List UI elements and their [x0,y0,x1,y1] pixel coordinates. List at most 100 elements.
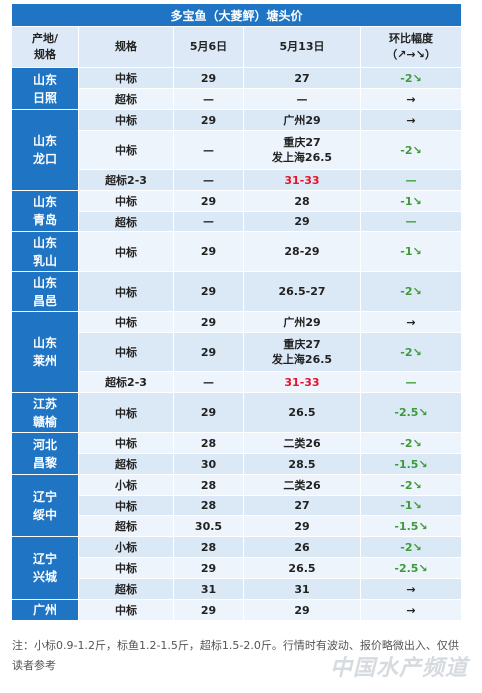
change-cell: → [361,89,463,110]
price-date1-cell: — [174,131,244,170]
table-row: 河北 昌黎 中标 28 二类26 -2↘ [12,433,463,475]
spec-cell: 超标 [79,89,174,110]
change-cell: -1↘ [361,191,463,212]
spec-cell: 中标 [79,333,174,372]
price-date1-cell: 31 [174,579,244,600]
price-date2-cell: 29 [244,600,361,621]
price-date2-cell: 26.5 [244,393,361,433]
change-cell: -2↘ [361,272,463,312]
price-date2-cell: 26.5 [244,558,361,579]
price-date2-cell: 重庆27 发上海26.5 [244,131,361,170]
price-date1-cell: 29 [174,312,244,333]
table-row: 辽宁 绥中 小标 28 二类26 -2↘ [12,475,463,537]
table-row: 超标 —29— [12,212,463,232]
price-date2-cell: 28.5 [244,454,361,475]
header-change: 环比幅度 （↗→↘） [361,27,463,68]
header-date-1: 5月6日 [174,27,244,68]
price-date1-cell: — [174,89,244,110]
price-date2-cell: — [244,89,361,110]
price-date2-cell: 广州29 [244,312,361,333]
spec-cell: 中标 [79,232,174,272]
spec-cell: 小标 [79,475,174,496]
price-date1-cell: 29 [174,393,244,433]
price-date2-cell: 二类26 [244,433,361,454]
price-date2-cell: 31-33 [244,372,361,393]
table-row: 超标2-3—31-33— [12,372,463,393]
change-cell: -2↘ [361,433,463,454]
table-row: 山东 莱州 中标 29 广州29 → [12,312,463,393]
spec-cell: 超标2-3 [79,170,174,191]
change-cell: → [361,110,463,131]
table-header-row: 产地/规格 规格 5月6日 5月13日 环比幅度 （↗→↘） [12,27,463,68]
price-date1-cell: 28 [174,433,244,454]
spec-cell: 中标 [79,600,174,621]
table-row: 超标 31 31 → [12,579,463,600]
change-cell: -2↘ [361,131,463,170]
table-title: 多宝鱼（大菱鲆）塘头价 [12,4,463,27]
price-date2-cell: 二类26 [244,475,361,496]
price-date2-cell: 27 [244,68,361,89]
price-date2-cell: 31-33 [244,170,361,191]
price-date1-cell: 28 [174,475,244,496]
change-cell: -2↘ [361,333,463,372]
table-row: 山东 乳山 中标 29 28-29 -1↘ [12,232,463,272]
table-row: 山东 龙口 中标 29 广州29 → [12,110,463,191]
price-date2-cell: 26.5-27 [244,272,361,312]
price-date1-cell: 29 [174,68,244,89]
change-cell: -2.5↘ [361,393,463,433]
spec-cell: 中标 [79,110,174,131]
price-date1-cell: — [174,170,244,191]
spec-cell: 中标 [79,312,174,333]
price-date2-cell: 31 [244,579,361,600]
header-date-2: 5月13日 [244,27,361,68]
table-row: 超标2-3—31-33— [12,170,463,191]
spec-cell: 超标2-3 [79,372,174,393]
change-cell: — [361,170,463,191]
change-cell: -2.5↘ [361,558,463,579]
price-date1-cell: 28 [174,496,244,516]
price-date2-cell: 28 [244,191,361,212]
region-name: 山东 昌邑 [12,272,79,312]
table-row: 中标 28 27 -1↘ [12,496,463,516]
price-date1-cell: 29 [174,232,244,272]
table-title-row: 多宝鱼（大菱鲆）塘头价 [12,4,463,27]
table-row: 山东 昌邑 中标 29 26.5-27 -2↘ [12,272,463,312]
price-date2-cell: 27 [244,496,361,516]
spec-cell: 中标 [79,272,174,312]
spec-cell: 中标 [79,191,174,212]
price-date1-cell: 29 [174,600,244,621]
region-name: 山东 青岛 [12,191,79,232]
table-row: 中标 29 26.5 -2.5↘ [12,558,463,579]
header-origin: 产地/规格 [12,27,79,68]
price-date1-cell: — [174,212,244,232]
price-table-wrapper: 多宝鱼（大菱鲆）塘头价 产地/规格 规格 5月6日 5月13日 环比幅度 （↗→↘… [12,4,463,621]
footnote: 注：小标0.9-1.2斤，标鱼1.2-1.5斤，超标1.5-2.0斤。行情时有波… [12,639,459,672]
change-cell: -1↘ [361,496,463,516]
price-date1-cell: 29 [174,191,244,212]
table-row: 山东 日照 中标 29 27 -2↘ [12,68,463,110]
price-date2-cell: 广州29 [244,110,361,131]
change-cell: -2↘ [361,475,463,496]
header-spec: 规格 [79,27,174,68]
table-row: 中标 — 重庆27 发上海26.5 -2↘ [12,131,463,170]
region-name: 山东 龙口 [12,110,79,191]
price-date2-cell: 26 [244,537,361,558]
table-row: 辽宁 兴城 小标 28 26 -2↘ [12,537,463,600]
change-cell: — [361,212,463,232]
spec-cell: 中标 [79,558,174,579]
price-date1-cell: 28 [174,537,244,558]
price-date2-cell: 29 [244,516,361,537]
spec-cell: 超标 [79,516,174,537]
spec-cell: 超标 [79,212,174,232]
spec-cell: 超标 [79,579,174,600]
price-date1-cell: 30 [174,454,244,475]
change-cell: -1.5↘ [361,516,463,537]
price-date1-cell: 29 [174,333,244,372]
region-name: 辽宁 兴城 [12,537,79,600]
region-name: 辽宁 绥中 [12,475,79,537]
price-date1-cell: — [174,372,244,393]
price-date1-cell: 29 [174,110,244,131]
price-date1-cell: 29 [174,272,244,312]
region-name: 山东 莱州 [12,312,79,393]
change-cell: → [361,312,463,333]
